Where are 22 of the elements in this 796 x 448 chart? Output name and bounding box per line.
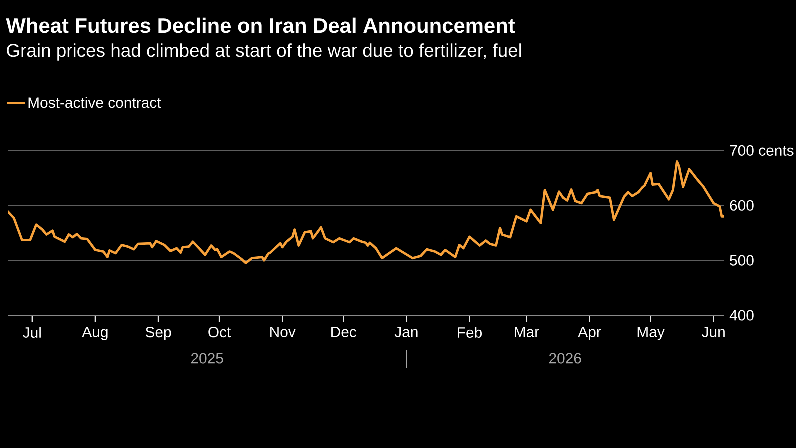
x-tick-label: Nov <box>270 327 296 338</box>
x-tick-label: Apr <box>578 327 602 340</box>
y-tick-label: 600 <box>730 200 754 211</box>
y-tick-label: 500 <box>730 255 754 266</box>
x-tick-label: Sep <box>146 327 172 341</box>
x-tick-label: May <box>638 327 665 340</box>
x-tick-label: Jul <box>23 327 41 338</box>
x-tick-label: Jun <box>702 327 725 338</box>
y-tick-label: 400 <box>730 310 754 321</box>
x-tick-label: Aug <box>82 327 108 340</box>
x-tick-label: Oct <box>208 327 232 338</box>
text: 2026 <box>549 353 582 364</box>
legend-label: Most-active contract <box>28 97 162 108</box>
chart-subtitle: Grain prices had climbed at start of the war due to fertilizer, fuel <box>7 44 522 61</box>
x-tick-label: Mar <box>515 327 540 338</box>
line-series <box>8 160 724 265</box>
chart-title: Wheat Futures Decline on Iran Deal Announcement <box>6 18 516 34</box>
x-tick-label: Dec <box>332 327 357 338</box>
y-tick-label: 700 cents <box>730 145 794 156</box>
x-tick-label: Jan <box>394 327 418 338</box>
x-tick-label: Feb <box>458 327 482 338</box>
text: 2025 <box>191 353 224 364</box>
